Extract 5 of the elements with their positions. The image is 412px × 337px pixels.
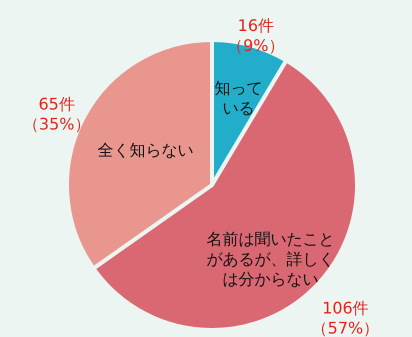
data-label: 65件（35%）	[22, 94, 90, 134]
slice-label: 知っている	[214, 78, 263, 118]
data-label: 106件（57%）	[312, 298, 380, 337]
slice-label: 全く知らない	[97, 140, 194, 160]
slice-label: 名前は聞いたことがあるが、詳しくは分からない	[206, 229, 335, 288]
